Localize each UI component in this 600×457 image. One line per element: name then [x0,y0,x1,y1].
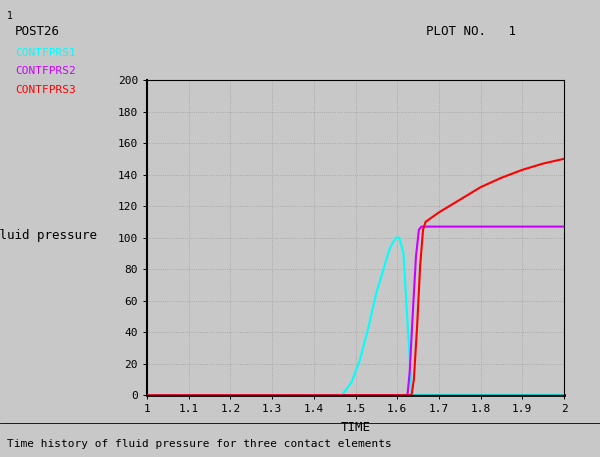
Text: CONTFPRS2: CONTFPRS2 [15,66,76,76]
Text: CONTFPRS1: CONTFPRS1 [15,48,76,58]
Text: Fluid pressure: Fluid pressure [0,229,97,242]
Text: Time history of fluid pressure for three contact elements: Time history of fluid pressure for three… [7,439,392,449]
X-axis label: TIME: TIME [341,421,371,434]
Text: 1: 1 [7,11,13,21]
Text: POST26: POST26 [15,25,60,38]
Text: PLOT NO.   1: PLOT NO. 1 [426,25,516,38]
Text: CONTFPRS3: CONTFPRS3 [15,85,76,95]
